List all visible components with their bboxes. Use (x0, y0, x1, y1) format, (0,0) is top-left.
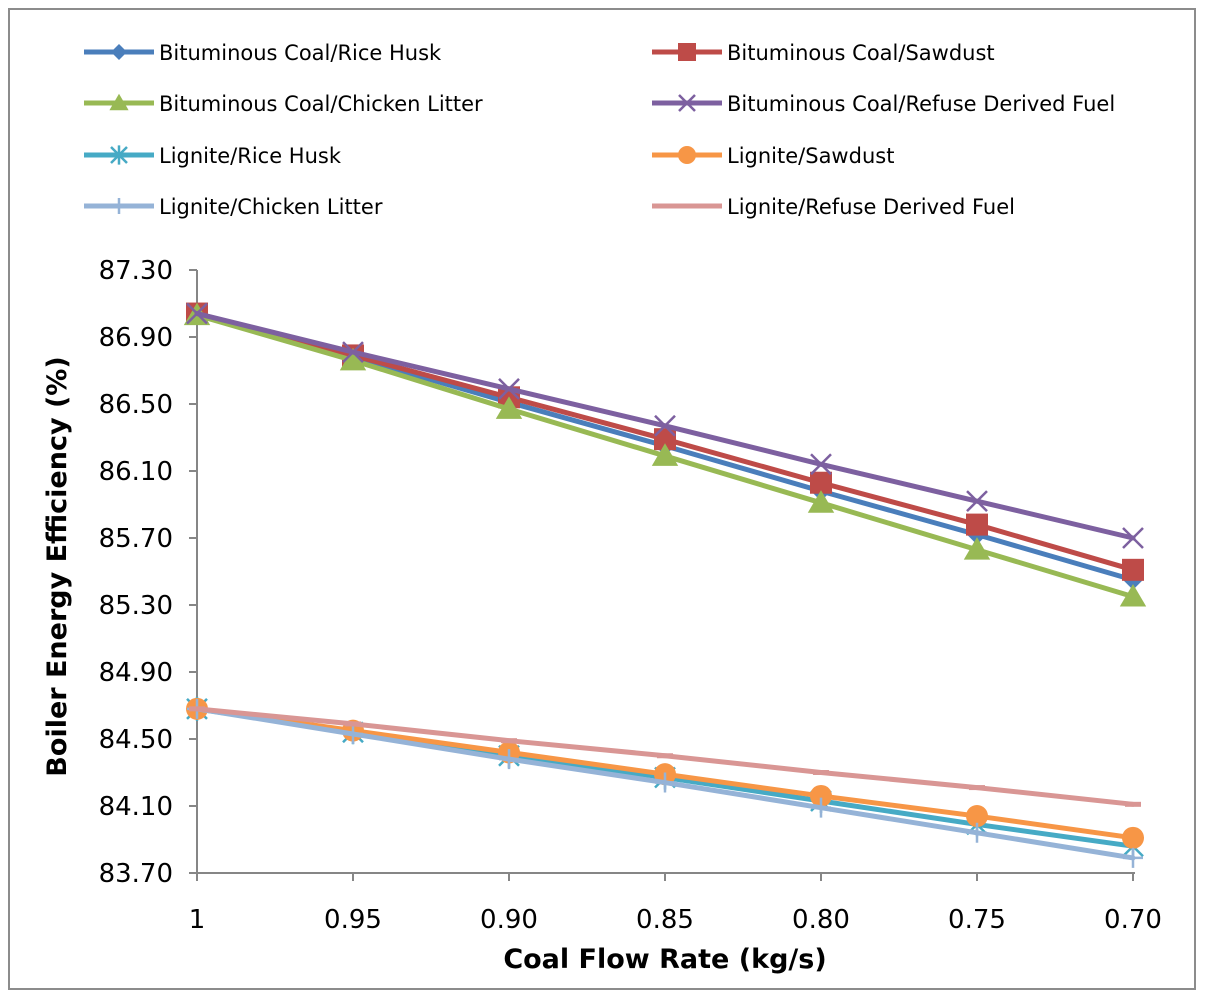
data-point (1122, 527, 1144, 549)
data-point (810, 784, 832, 807)
data-point (810, 471, 832, 494)
legend-marker (109, 93, 129, 111)
y-axis-title: Boiler Energy Efficiency (%) (42, 356, 73, 776)
legend-label: Lignite/Chicken Litter (159, 195, 383, 219)
data-point (651, 443, 679, 466)
data-point (1119, 583, 1147, 607)
legend-label: Bituminous Coal/Chicken Litter (159, 92, 483, 116)
legend-label: Lignite/Sawdust (727, 144, 894, 168)
data-point (807, 490, 835, 513)
legend-marker (111, 44, 127, 60)
legend-label: Bituminous Coal/Sawdust (727, 41, 995, 65)
legend-item: Lignite/Chicken Litter (84, 195, 383, 219)
data-point (343, 723, 363, 744)
legend-item: Bituminous Coal/Rice Husk (84, 41, 442, 65)
y-tick-label: 84.90 (99, 658, 173, 688)
legend-item: Bituminous Coal/Sawdust (652, 41, 995, 65)
data-point (654, 428, 676, 451)
legend: Bituminous Coal/Rice Husk Bituminous Coal… (84, 41, 1115, 219)
y-tick-label: 86.10 (99, 457, 173, 487)
legend-marker (678, 43, 696, 61)
legend-label: Bituminous Coal/Rice Husk (159, 41, 442, 65)
legend-label: Bituminous Coal/Refuse Derived Fuel (727, 92, 1115, 116)
data-point (498, 378, 520, 400)
y-tick-label: 83.70 (99, 859, 173, 889)
x-tick-label: 0.80 (792, 905, 850, 935)
x-axis-title: Coal Flow Rate (kg/s) (503, 944, 826, 975)
legend-marker (110, 145, 128, 165)
legend-item: Bituminous Coal/Refuse Derived Fuel (652, 92, 1115, 116)
y-tick-label: 87.30 (99, 256, 173, 286)
y-tick-label: 86.90 (99, 323, 173, 353)
x-tick-label: 1 (189, 905, 206, 935)
data-point (811, 797, 831, 818)
data-point (654, 414, 676, 437)
plot-area: 83.70 84.10 84.50 84.90 85.30 85.70 86.10 86.50… (99, 256, 1162, 935)
x-tick-label: 0.75 (948, 905, 1006, 935)
y-tick-label: 86.50 (99, 390, 173, 420)
legend-item: Lignite/Refuse Derived Fuel (652, 195, 1015, 219)
data-point (963, 537, 991, 560)
data-point (810, 453, 832, 476)
legend-label: Lignite/Rice Husk (159, 144, 342, 168)
x-tick-label: 0.70 (1104, 905, 1162, 935)
y-tick-label: 84.10 (99, 792, 173, 822)
x-tick-label: 0.95 (324, 905, 382, 935)
x-axis-ticks: 1 0.95 0.90 0.85 0.80 0.75 0.70 (189, 873, 1162, 935)
data-point (495, 396, 523, 419)
x-tick-label: 0.85 (636, 905, 694, 935)
data-point (966, 490, 988, 513)
data-point (1122, 826, 1144, 849)
x-tick-label: 0.90 (480, 905, 538, 935)
data-point (967, 822, 987, 843)
data-point (1122, 558, 1144, 581)
data-point (655, 772, 675, 793)
data-point (342, 341, 364, 363)
data-point (186, 302, 208, 325)
legend-marker (111, 198, 127, 214)
series-lignite-refuse-derived-fuel (189, 706, 1141, 807)
data-point (966, 513, 988, 536)
data-point (339, 347, 367, 371)
legend-label: Lignite/Refuse Derived Fuel (727, 195, 1015, 219)
y-axis-ticks: 83.70 84.10 84.50 84.90 85.30 85.70 86.10 86.50… (99, 256, 197, 889)
data-point (1123, 847, 1143, 868)
data-point (499, 749, 519, 770)
data-point (966, 805, 988, 828)
series-layer (183, 302, 1147, 868)
y-tick-label: 85.30 (99, 591, 173, 621)
series-bituminous-coal-refuse-derived-fuel (186, 302, 1144, 549)
legend-marker (678, 94, 696, 112)
legend-marker (678, 146, 696, 164)
y-tick-label: 84.50 (99, 725, 173, 755)
legend-item: Lignite/Rice Husk (84, 144, 342, 168)
legend-item: Lignite/Sawdust (652, 144, 894, 168)
y-tick-label: 85.70 (99, 524, 173, 554)
legend-item: Bituminous Coal/Chicken Litter (84, 92, 483, 116)
